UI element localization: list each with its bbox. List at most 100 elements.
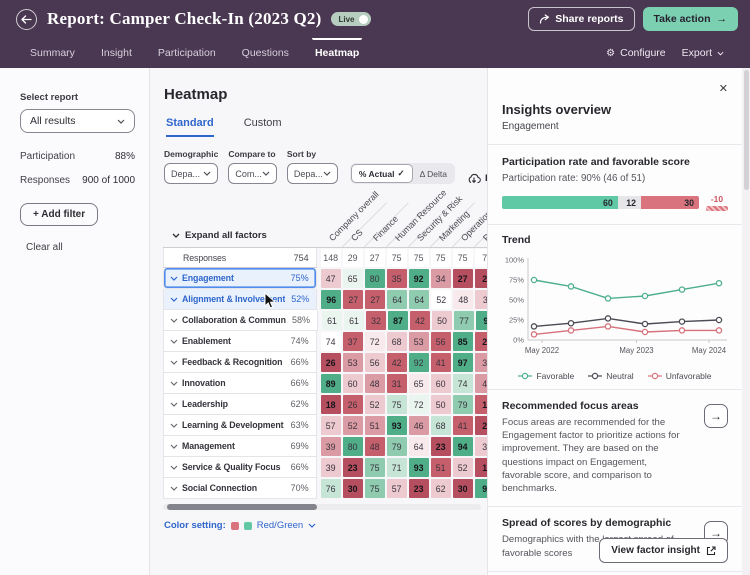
heatmap-cell[interactable]: 37 [342,332,363,351]
heatmap-cell[interactable]: 68 [386,332,407,351]
heatmap-cell[interactable]: 148 [320,249,341,267]
nav-tab-summary[interactable]: Summary [30,47,75,59]
horizontal-scrollbar[interactable] [163,504,481,510]
heatmap-cell[interactable]: 3 [474,437,487,456]
heatmap-cell[interactable]: 62 [430,479,451,498]
heatmap-cell[interactable]: 87 [388,311,408,330]
report-select[interactable]: All results [20,109,135,133]
heatmap-cell[interactable]: 50 [432,311,452,330]
sort-by-select[interactable]: Depa... [286,163,338,184]
heatmap-cell[interactable]: 50 [430,395,451,414]
heatmap-cell[interactable]: 53 [342,353,363,372]
heatmap-cell[interactable]: 74 [320,332,341,351]
page-scrollbar[interactable] [742,68,750,575]
demographic-select[interactable]: Depa... [164,163,219,184]
factor-label-cell[interactable]: Management 69% [163,436,317,457]
expand-chevron-icon[interactable] [170,339,178,344]
share-reports-button[interactable]: Share reports [528,7,635,31]
heatmap-cell[interactable]: 60 [430,374,451,393]
add-filter-button[interactable]: + Add filter [20,203,99,226]
heatmap-cell[interactable]: 52 [431,290,452,309]
heatmap-cell[interactable]: 41 [430,353,451,372]
factor-label-cell[interactable]: Enablement 74% [163,331,317,352]
configure-button[interactable]: ⚙ Configure [606,47,666,59]
heatmap-cell[interactable]: 27 [364,249,385,267]
heatmap-cell[interactable]: 64 [408,437,429,456]
heatmap-cell[interactable]: 51 [364,416,385,435]
heatmap-cell[interactable]: 30 [452,479,473,498]
heatmap-cell[interactable]: 42 [386,353,407,372]
heatmap-cell[interactable]: 52 [364,395,385,414]
scrollbar-thumb[interactable] [167,504,317,510]
heatmap-cell[interactable]: 26 [342,395,363,414]
legend-item-unfavorable[interactable]: Unfavorable [647,371,712,381]
responses-label-cell[interactable]: Responses 754 [163,248,317,268]
heatmap-cell[interactable]: 3 [475,290,487,309]
toggle-delta[interactable]: Δ Delta [419,168,448,179]
heatmap-cell[interactable]: 75 [386,249,407,267]
nav-tab-participation[interactable]: Participation [157,47,216,59]
heatmap-cell[interactable]: 48 [453,290,474,309]
heatmap-cell[interactable]: 92 [408,353,429,372]
factor-label-cell[interactable]: Leadership 62% [163,394,317,415]
heatmap-cell[interactable]: 89 [320,374,341,393]
heatmap-cell[interactable]: 97 [452,353,473,372]
heatmap-cell[interactable]: 26 [320,353,341,372]
heatmap-cell[interactable]: 71 [386,458,407,477]
heatmap-cell[interactable]: 93 [408,458,429,477]
heatmap-cell[interactable]: 9 [476,311,487,330]
heatmap-cell[interactable]: 75 [430,249,451,267]
view-factor-insight-button[interactable]: View factor insight [599,538,728,563]
heatmap-cell[interactable]: 72 [408,395,429,414]
heatmap-cell[interactable]: 2 [474,416,487,435]
clear-all-link[interactable]: Clear all [26,242,63,253]
take-action-button[interactable]: Take action → [642,7,738,31]
export-menu[interactable]: Export [682,47,724,59]
tab-custom[interactable]: Custom [243,117,282,129]
heatmap-cell[interactable]: 31 [386,374,407,393]
expand-chevron-icon[interactable] [170,486,178,491]
heatmap-cell[interactable]: 39 [320,458,341,477]
heatmap-cell[interactable]: 46 [408,416,429,435]
export-image-button[interactable]: Export image [467,173,487,184]
factor-label-cell[interactable]: Learning & Development 63% [163,415,317,436]
heatmap-cell[interactable]: 92 [408,269,429,288]
heatmap-cell[interactable]: 74 [452,374,473,393]
heatmap-cell[interactable]: 48 [364,374,385,393]
heatmap-cell[interactable]: 2 [474,332,487,351]
expand-chevron-icon[interactable] [170,465,178,470]
heatmap-cell[interactable]: 35 [386,269,407,288]
heatmap-cell[interactable]: 65 [408,374,429,393]
heatmap-cell[interactable]: 1 [474,458,487,477]
heatmap-cell[interactable]: 75 [364,458,385,477]
heatmap-cell[interactable]: 68 [430,416,451,435]
factor-label-cell[interactable]: Feedback & Recognition 66% [163,352,317,373]
heatmap-cell[interactable]: 57 [320,416,341,435]
heatmap-cell[interactable]: 80 [364,269,385,288]
heatmap-cell[interactable]: 77 [454,311,474,330]
nav-tab-insight[interactable]: Insight [100,47,132,59]
page-scrollbar-thumb[interactable] [743,70,749,190]
heatmap-cell[interactable]: 32 [366,311,386,330]
heatmap-cell[interactable]: 34 [430,269,451,288]
legend-item-neutral[interactable]: Neutral [588,371,634,381]
heatmap-cell[interactable]: 61 [344,311,364,330]
close-icon[interactable]: ✕ [718,83,728,95]
heatmap-cell[interactable]: 7 [474,249,487,267]
heatmap-cell[interactable]: 64 [409,290,430,309]
heatmap-cell[interactable]: 52 [342,416,363,435]
heatmap-cell[interactable]: 51 [430,458,451,477]
nav-tab-questions[interactable]: Questions [241,47,289,59]
heatmap-cell[interactable]: 48 [364,437,385,456]
factor-label-cell[interactable]: Service & Quality Focus 66% [163,457,317,478]
heatmap-cell[interactable]: 65 [342,269,363,288]
heatmap-cell[interactable]: 29 [342,249,363,267]
expand-chevron-icon[interactable] [170,402,178,407]
heatmap-cell[interactable]: 61 [322,311,342,330]
heatmap-cell[interactable]: 56 [364,353,385,372]
section-open-arrow-button[interactable]: → [704,404,728,428]
factor-label-cell[interactable]: Social Connection 70% [163,478,317,499]
heatmap-cell[interactable]: 52 [452,458,473,477]
heatmap-cell[interactable]: 60 [342,374,363,393]
heatmap-cell[interactable]: 56 [430,332,451,351]
